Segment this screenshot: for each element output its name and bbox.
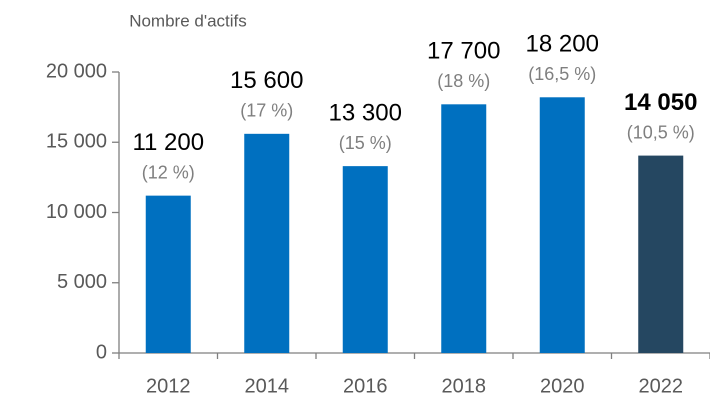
x-tick-label: 2018 — [442, 375, 487, 397]
share-label: (17 %) — [240, 101, 293, 121]
value-label: 14 050 — [624, 89, 697, 116]
y-tick-label: 15 000 — [46, 131, 107, 153]
bar — [342, 166, 388, 353]
bar — [441, 104, 487, 353]
bar — [244, 133, 290, 353]
bar — [638, 155, 684, 353]
share-label: (12 %) — [142, 162, 195, 182]
value-label: 18 200 — [526, 31, 599, 58]
share-label: (18 %) — [437, 71, 490, 91]
y-tick-label: 5 000 — [57, 271, 107, 293]
value-label: 15 600 — [230, 67, 303, 94]
y-tick-label: 10 000 — [46, 201, 107, 223]
share-label: (10,5 %) — [627, 122, 695, 142]
y-tick-label: 20 000 — [46, 60, 107, 82]
x-tick-label: 2016 — [343, 375, 388, 397]
value-label: 11 200 — [132, 129, 204, 156]
x-tick-label: 2014 — [245, 375, 290, 397]
y-tick-label: 0 — [96, 341, 107, 363]
x-tick-label: 2020 — [540, 375, 585, 397]
bar — [539, 97, 585, 353]
share-label: (15 %) — [339, 133, 392, 153]
x-tick-label: 2022 — [639, 375, 684, 397]
bar — [145, 195, 191, 353]
value-label: 17 700 — [427, 38, 500, 65]
share-label: (16,5 %) — [528, 64, 596, 84]
value-label: 13 300 — [329, 99, 402, 126]
y-axis-title: Nombre d'actifs — [129, 11, 247, 30]
x-tick-label: 2012 — [146, 375, 191, 397]
